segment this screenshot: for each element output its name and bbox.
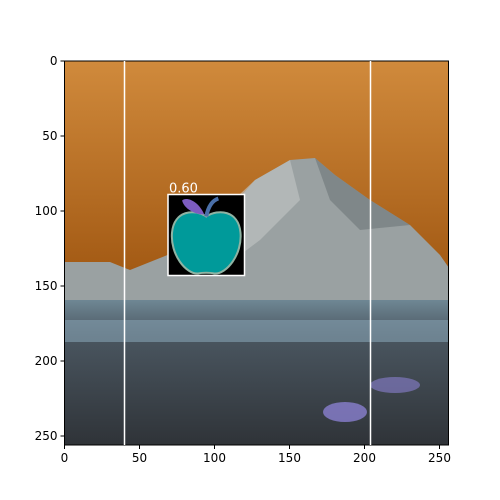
box-label: 0.60 (169, 182, 198, 197)
x-tick-label: 0 (61, 451, 69, 465)
x-tick-label: 250 (428, 451, 451, 465)
y-tick-label: 250 (35, 429, 58, 443)
x-tick-label: 150 (278, 451, 301, 465)
background-image (64, 61, 449, 445)
apple-icon (171, 196, 242, 275)
apple-leaf (182, 199, 205, 215)
x-tick-label: 50 (132, 451, 147, 465)
y-tick-label: 200 (35, 354, 58, 368)
x-tick-label: 200 (353, 451, 376, 465)
y-tick-label: 100 (35, 204, 58, 218)
y-tick-label: 0 (50, 54, 58, 68)
axes-frame (64, 60, 449, 446)
y-tick-label: 50 (42, 129, 57, 143)
apple-stem (204, 196, 220, 217)
y-tick-label: 150 (35, 279, 58, 293)
x-tick-label: 100 (203, 451, 226, 465)
apple-body (171, 211, 242, 275)
detection-box (167, 193, 246, 277)
